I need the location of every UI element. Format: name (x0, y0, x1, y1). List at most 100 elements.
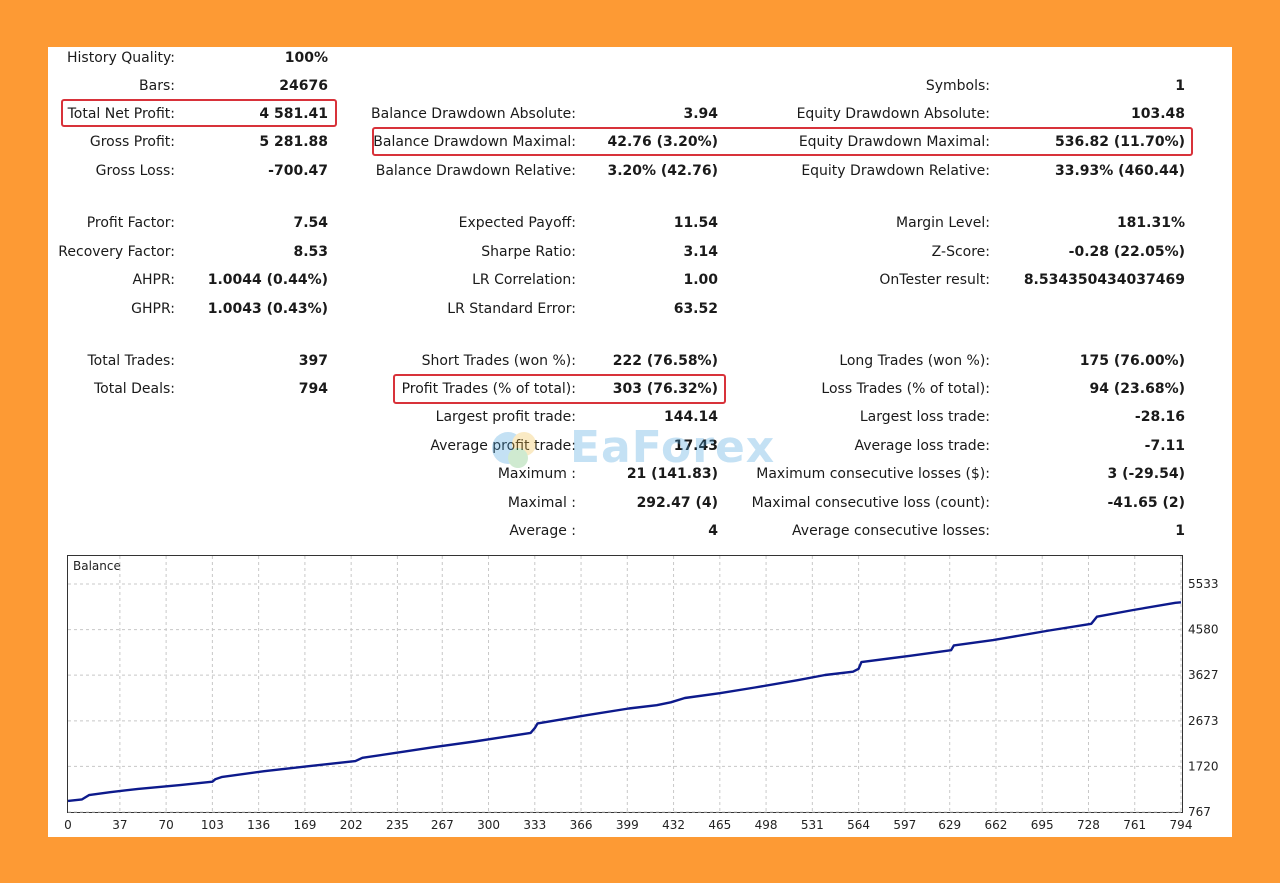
highlight-total-net-profit (61, 99, 337, 127)
stat-value: 4 (708, 523, 718, 539)
balance-series-line (67, 601, 1182, 803)
stat-value: 33.93% (460.44) (1054, 163, 1185, 179)
stat-value: 7.54 (293, 215, 328, 231)
stat-label: Largest loss trade: (859, 409, 990, 425)
stat-value: 1.0044 (0.44%) (207, 272, 328, 288)
stat-value: 42.76 (3.20%) (607, 134, 718, 150)
stat-label: Total Deals: (93, 381, 175, 397)
stat-label: Sharpe Ratio: (481, 244, 576, 260)
x-tick-label: 564 (847, 818, 870, 832)
stat-value: 3.20% (42.76) (607, 163, 718, 179)
y-tick-label: 2673 (1188, 714, 1219, 728)
y-tick-label: 4580 (1188, 623, 1219, 637)
x-tick-label: 399 (616, 818, 639, 832)
stat-label: LR Correlation: (472, 272, 576, 288)
stat-value: 3 (-29.54) (1107, 466, 1185, 482)
stat-label: Largest profit trade: (435, 409, 576, 425)
stat-value: 397 (298, 353, 328, 369)
stat-value: 794 (298, 381, 328, 397)
stat-label: Symbols: (925, 78, 990, 94)
stat-value: 21 (141.83) (626, 466, 718, 482)
x-tick-label: 531 (801, 818, 824, 832)
stat-label: Short Trades (won %): (421, 353, 576, 369)
x-tick-label: 761 (1123, 818, 1146, 832)
x-tick-label: 498 (755, 818, 778, 832)
x-tick-label: 235 (386, 818, 409, 832)
stat-label: Average profit trade: (430, 438, 576, 454)
stat-value: -7.11 (1144, 438, 1185, 454)
x-tick-label: 662 (985, 818, 1008, 832)
x-tick-label: 597 (893, 818, 916, 832)
stat-value: -41.65 (2) (1107, 495, 1185, 511)
stat-label: History Quality: (67, 50, 175, 66)
x-tick-label: 70 (158, 818, 173, 832)
x-tick-label: 202 (340, 818, 363, 832)
chart-title: Balance (73, 559, 121, 573)
stat-value: 8.534350434037469 (1023, 272, 1185, 288)
stat-label: Gross Profit: (89, 134, 175, 150)
stat-value: 94 (23.68%) (1089, 381, 1185, 397)
stat-value: 3.14 (683, 244, 718, 260)
x-tick-label: 728 (1077, 818, 1100, 832)
stat-value: 11.54 (673, 215, 718, 231)
stat-value: 1.0043 (0.43%) (207, 301, 328, 317)
y-tick-label: 767 (1188, 805, 1211, 819)
stat-label: Balance Drawdown Maximal: (373, 134, 576, 150)
x-tick-label: 267 (431, 818, 454, 832)
stat-label: Maximum consecutive losses ($): (756, 466, 990, 482)
x-tick-label: 695 (1031, 818, 1054, 832)
stat-label: Equity Drawdown Relative: (801, 163, 990, 179)
stat-value: 222 (76.58%) (612, 353, 718, 369)
stat-label: Equity Drawdown Absolute: (796, 106, 990, 122)
stat-value: 1 (1175, 78, 1185, 94)
x-tick-label: 432 (662, 818, 685, 832)
stat-value: 1 (1175, 523, 1185, 539)
x-tick-label: 333 (523, 818, 546, 832)
y-tick-label: 1720 (1188, 759, 1219, 773)
stat-label: Average loss trade: (854, 438, 990, 454)
x-tick-label: 103 (201, 818, 224, 832)
stat-label: AHPR: (132, 272, 175, 288)
stat-label: Maximal consecutive loss (count): (751, 495, 990, 511)
stat-label: Profit Trades (% of total): (401, 381, 576, 397)
x-tick-label: 300 (477, 818, 500, 832)
stat-value: 24676 (279, 78, 328, 94)
stat-value: -700.47 (268, 163, 328, 179)
stat-label: Bars: (139, 78, 175, 94)
stat-label: Gross Loss: (95, 163, 175, 179)
stat-label: Balance Drawdown Absolute: (371, 106, 576, 122)
x-tick-label: 465 (708, 818, 731, 832)
x-tick-label: 136 (247, 818, 270, 832)
x-tick-label: 0 (64, 818, 72, 832)
stat-value: -0.28 (22.05%) (1068, 244, 1185, 260)
stat-value: -28.16 (1134, 409, 1185, 425)
stat-label: Long Trades (won %): (839, 353, 990, 369)
x-tick-label: 169 (293, 818, 316, 832)
stat-label: Maximum : (497, 466, 576, 482)
stat-value: 8.53 (293, 244, 328, 260)
x-tick-label: 37 (112, 818, 127, 832)
stat-value: 5 281.88 (259, 134, 328, 150)
stat-label: Margin Level: (896, 215, 990, 231)
stat-label: Z-Score: (931, 244, 990, 260)
x-tick-label: 366 (570, 818, 593, 832)
stat-value: 1.00 (683, 272, 718, 288)
balance-chart (67, 555, 1183, 813)
stat-label: Total Net Profit: (67, 106, 175, 122)
highlight-balance-drawdown-maximal (372, 127, 1193, 156)
stat-label: OnTester result: (879, 272, 990, 288)
stat-value: 63.52 (673, 301, 718, 317)
stat-label: Average consecutive losses: (792, 523, 990, 539)
watermark-logo-icon (492, 432, 536, 468)
stat-label: Expected Payoff: (458, 215, 576, 231)
stat-value: 303 (76.32%) (612, 381, 718, 397)
stat-value: 144.14 (663, 409, 718, 425)
stat-value: 17.43 (673, 438, 718, 454)
x-tick-label: 629 (938, 818, 961, 832)
stat-label: Maximal : (507, 495, 576, 511)
stat-label: Equity Drawdown Maximal: (798, 134, 990, 150)
stat-label: GHPR: (131, 301, 175, 317)
y-tick-label: 5533 (1188, 577, 1219, 591)
stat-label: Total Trades: (87, 353, 176, 369)
stat-label: LR Standard Error: (447, 301, 576, 317)
